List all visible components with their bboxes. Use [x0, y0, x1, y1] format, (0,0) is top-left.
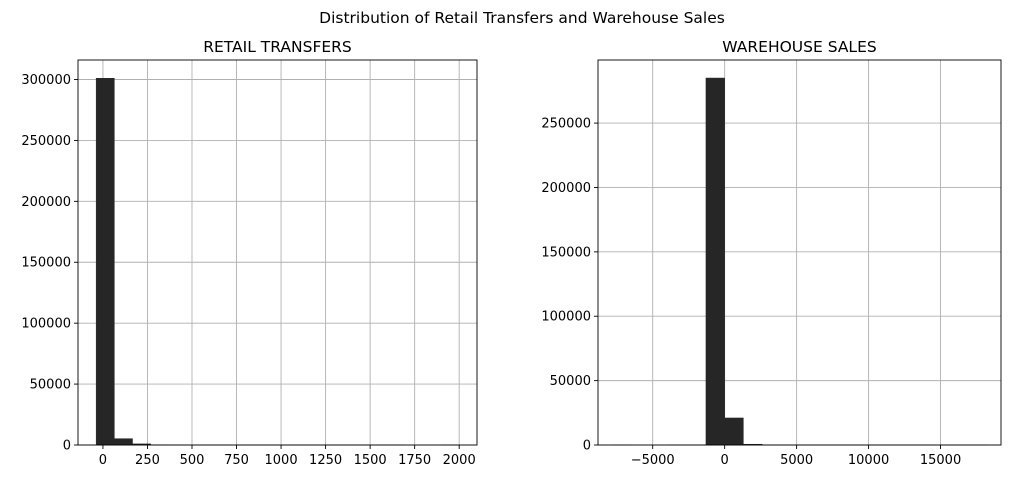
panel-retail-transfers: 0 250 500 750 1000 1250 1500 1750 2000 0 50000 1000…	[21, 38, 478, 468]
y-tick-label: 300000	[21, 73, 71, 88]
figure-suptitle: Distribution of Retail Transfers and War…	[319, 9, 725, 27]
x-tick-label: 0	[99, 453, 107, 468]
histogram-bar	[114, 438, 133, 446]
histogram-bar	[705, 77, 725, 446]
y-tick-label: 250000	[21, 134, 71, 149]
x-tick-label: 1250	[309, 453, 342, 468]
y-tick-label: 250000	[541, 117, 591, 132]
axes-frame	[597, 59, 1002, 446]
histogram-bar	[95, 78, 115, 446]
x-tick-label: −5000	[631, 453, 675, 468]
chart-title: WAREHOUSE SALES	[722, 38, 876, 56]
x-tick-label: 250	[135, 453, 160, 468]
panel-warehouse-sales: −5000 0 5000 10000 1500005000010000015000020…	[541, 38, 1002, 468]
x-tick-label: 5000	[780, 453, 813, 468]
grid	[598, 60, 1001, 446]
x-tick-label: 15000	[920, 453, 961, 468]
x-tick-label: 10000	[848, 453, 889, 468]
axes-frame	[77, 59, 478, 446]
y-tick-label: 200000	[541, 181, 591, 196]
y-tick-label: 100000	[21, 317, 71, 332]
y-tick-label: 50000	[30, 378, 71, 393]
x-tick-label: 750	[224, 453, 249, 468]
y-tick-label: 200000	[21, 195, 71, 210]
grid	[78, 60, 477, 446]
x-tick-label: 1750	[398, 453, 431, 468]
y-tick-label: 50000	[550, 374, 591, 389]
x-tick-label: 2000	[443, 453, 476, 468]
histogram-bars	[95, 78, 460, 446]
x-tick-label: 500	[180, 453, 205, 468]
y-tick-label: 0	[583, 439, 591, 454]
y-tick-label: 0	[63, 439, 71, 454]
y-tick-label: 150000	[541, 245, 591, 260]
histogram-bar	[724, 417, 744, 446]
y-tick-label: 100000	[541, 310, 591, 325]
x-tick-label: 1500	[354, 453, 387, 468]
y-tick-label: 150000	[21, 256, 71, 271]
x-tick-label: 0	[721, 453, 729, 468]
histogram-bars	[612, 77, 987, 446]
chart-title: RETAIL TRANSFERS	[203, 38, 352, 56]
x-tick-label: 1000	[265, 453, 298, 468]
